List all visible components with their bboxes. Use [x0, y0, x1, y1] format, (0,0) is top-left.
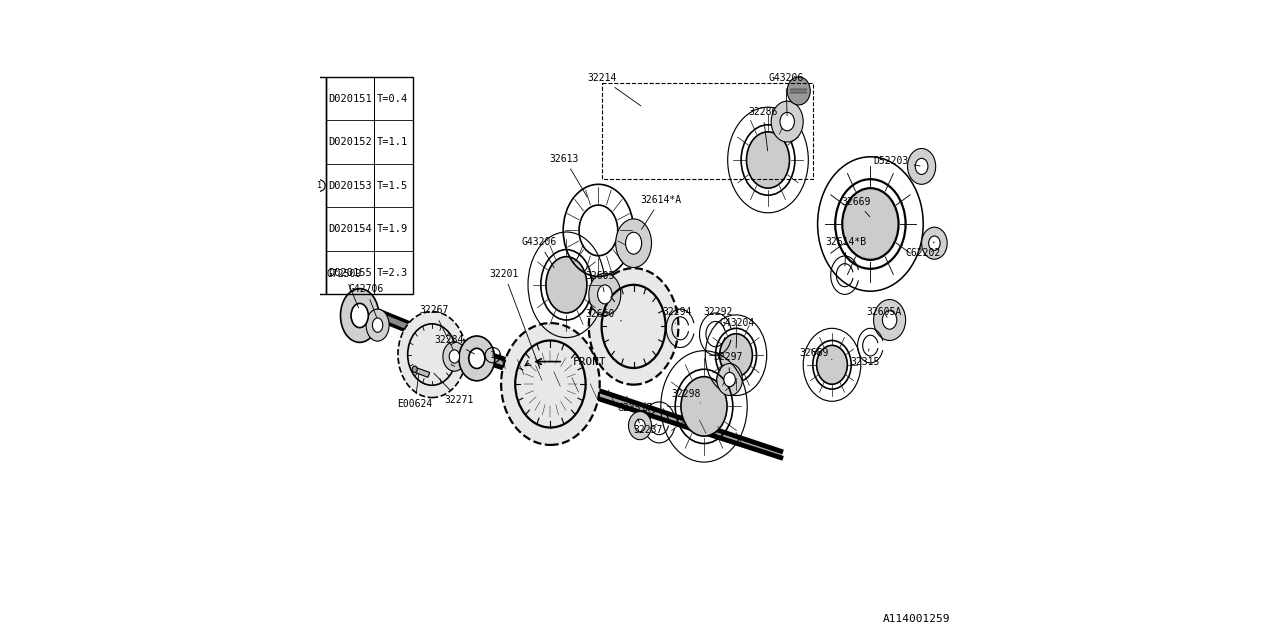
Text: G72509: G72509 — [326, 269, 362, 308]
Ellipse shape — [449, 350, 460, 363]
Text: 32294: 32294 — [663, 307, 691, 323]
Ellipse shape — [929, 236, 940, 250]
Ellipse shape — [842, 188, 899, 260]
Ellipse shape — [443, 342, 466, 371]
Ellipse shape — [817, 346, 847, 384]
Ellipse shape — [366, 309, 389, 341]
Ellipse shape — [787, 77, 810, 105]
Ellipse shape — [915, 158, 928, 175]
Text: A114001259: A114001259 — [883, 614, 950, 624]
Text: FRONT: FRONT — [573, 356, 607, 367]
Text: 32267: 32267 — [420, 305, 453, 349]
Text: G43206: G43206 — [521, 237, 557, 268]
Text: 32669: 32669 — [842, 196, 870, 217]
Text: 32605: 32605 — [586, 271, 614, 292]
Text: 32650: 32650 — [586, 308, 621, 321]
Ellipse shape — [545, 257, 586, 313]
Text: 1: 1 — [490, 351, 495, 360]
Ellipse shape — [922, 227, 947, 259]
Text: 32297: 32297 — [714, 352, 742, 372]
Ellipse shape — [412, 366, 417, 372]
Ellipse shape — [589, 268, 678, 385]
Ellipse shape — [635, 419, 645, 432]
Ellipse shape — [746, 132, 790, 188]
Ellipse shape — [681, 377, 727, 436]
Ellipse shape — [908, 148, 936, 184]
Text: D020153: D020153 — [329, 180, 372, 191]
Text: 32201: 32201 — [490, 269, 540, 369]
Text: C62202: C62202 — [905, 242, 941, 258]
Text: E00624: E00624 — [397, 374, 433, 410]
Ellipse shape — [468, 348, 485, 369]
Text: 32605A: 32605A — [867, 307, 902, 317]
Text: T=0.4: T=0.4 — [376, 93, 407, 104]
Ellipse shape — [874, 300, 906, 340]
Text: T=1.5: T=1.5 — [376, 180, 407, 191]
Text: 32214: 32214 — [588, 73, 641, 106]
Text: T=2.3: T=2.3 — [376, 268, 407, 278]
Text: 32614*B: 32614*B — [826, 237, 867, 266]
Ellipse shape — [628, 412, 652, 440]
Ellipse shape — [780, 113, 795, 131]
Text: 32298: 32298 — [672, 388, 700, 403]
Ellipse shape — [771, 101, 804, 142]
Ellipse shape — [626, 232, 641, 254]
Ellipse shape — [351, 303, 369, 328]
Text: D020155: D020155 — [329, 268, 372, 278]
Ellipse shape — [340, 289, 379, 342]
Ellipse shape — [616, 219, 652, 268]
Ellipse shape — [882, 311, 897, 329]
Text: D020151: D020151 — [329, 93, 372, 104]
Text: 32669: 32669 — [800, 348, 832, 360]
Bar — [326, 77, 412, 294]
Ellipse shape — [502, 323, 599, 445]
Bar — [415, 367, 430, 378]
Text: G22517: G22517 — [617, 403, 653, 423]
Text: G43206: G43206 — [768, 73, 804, 116]
Ellipse shape — [589, 273, 621, 316]
Ellipse shape — [372, 318, 383, 332]
Text: D020154: D020154 — [329, 224, 372, 234]
Text: D020152: D020152 — [329, 137, 372, 147]
Ellipse shape — [598, 285, 612, 304]
Text: 32613: 32613 — [550, 154, 588, 197]
Text: 32614*A: 32614*A — [640, 195, 681, 229]
Ellipse shape — [724, 372, 736, 387]
Text: 32271: 32271 — [434, 373, 474, 405]
Bar — [312, 77, 326, 294]
Ellipse shape — [719, 333, 753, 377]
Text: 32315: 32315 — [851, 349, 879, 367]
Text: T=1.1: T=1.1 — [376, 137, 407, 147]
Text: T=1.9: T=1.9 — [376, 224, 407, 234]
Ellipse shape — [398, 312, 466, 397]
Text: 32286: 32286 — [749, 107, 777, 151]
Text: 32284: 32284 — [435, 335, 475, 354]
Text: 1: 1 — [317, 181, 321, 190]
Text: G43204: G43204 — [719, 318, 755, 348]
Ellipse shape — [717, 364, 742, 396]
Ellipse shape — [460, 336, 495, 381]
Text: D52203: D52203 — [873, 156, 920, 166]
Text: G42706: G42706 — [348, 284, 384, 317]
Text: 32237: 32237 — [634, 424, 662, 435]
Text: 32292: 32292 — [704, 307, 732, 325]
